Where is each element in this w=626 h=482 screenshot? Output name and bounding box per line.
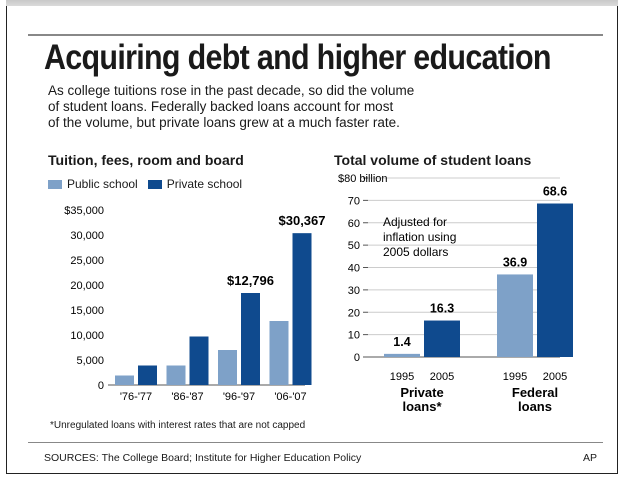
legend-swatch-private <box>147 179 162 189</box>
tuition-chart-title: Tuition, fees, room and board <box>48 152 244 168</box>
y-tick-label: 10,000 <box>70 330 104 342</box>
y-tick-label: 70 <box>348 195 360 207</box>
x-tick-label: '06-'07 <box>274 391 306 403</box>
y-tick-label: 10 <box>348 330 360 342</box>
bar-public <box>115 375 134 385</box>
x-tick-label: '96-'97 <box>223 391 255 403</box>
legend-label-public: Public school <box>67 177 138 191</box>
x-tick-label: '76-'77 <box>120 391 152 403</box>
bar-value-label: 16.3 <box>430 302 454 316</box>
loans-chart-title: Total volume of student loans <box>334 152 532 168</box>
group-label: Federal <box>512 385 558 400</box>
annotation-line: Adjusted for <box>383 215 447 229</box>
y-tick-label: 0 <box>354 352 360 364</box>
y-tick-label: 25,000 <box>70 255 104 267</box>
bar-value-label: $12,796 <box>227 273 274 288</box>
y-tick-label: 5,000 <box>76 355 104 367</box>
group-label: Private <box>400 385 443 400</box>
bar-public <box>166 365 186 385</box>
legend-item-private: Private school <box>147 177 243 191</box>
subtitle-line: of the volume, but private loans grew at… <box>48 115 400 130</box>
legend-swatch-public <box>48 179 62 189</box>
y-tick-label: 30,000 <box>70 230 104 242</box>
graphic-subtitle: As college tuitions rose in the past dec… <box>48 83 528 131</box>
legend-item-public: Public school <box>48 177 138 191</box>
group-label: loans <box>518 399 552 414</box>
x-tick-label: 2005 <box>543 371 567 383</box>
bar-private <box>189 336 209 385</box>
graphic-frame <box>6 6 618 474</box>
y-tick-label: 15,000 <box>70 305 104 317</box>
y-tick-label: 40 <box>348 263 360 275</box>
sources-line: SOURCES: The College Board; Institute fo… <box>44 452 362 464</box>
y-tick-label: 50 <box>348 240 360 252</box>
subtitle-line: of student loans. Federally backed loans… <box>48 99 394 114</box>
annotation-line: inflation using <box>383 230 456 244</box>
bar-1995 <box>384 353 420 357</box>
bar-value-label: 36.9 <box>503 255 527 269</box>
y-tick-label: 20,000 <box>70 280 104 292</box>
x-tick-label: 2005 <box>430 371 454 383</box>
bar-private <box>138 365 157 385</box>
y-tick-label: $35,000 <box>64 205 104 217</box>
y-tick-label: 30 <box>348 285 360 297</box>
x-tick-label: 1995 <box>503 371 527 383</box>
graphic-title: Acquiring debt and higher education <box>44 38 552 77</box>
bar-value-label: $30,367 <box>279 213 326 228</box>
x-tick-label: 1995 <box>390 371 414 383</box>
bar-private <box>292 233 312 385</box>
bar-public <box>269 321 289 385</box>
bar-1995 <box>497 274 533 357</box>
bar-2005 <box>537 203 573 357</box>
top-rule <box>28 34 603 36</box>
y-tick-label: 0 <box>98 380 104 392</box>
bar-public <box>218 350 237 385</box>
footnote: *Unregulated loans with interest rates t… <box>50 420 306 431</box>
bar-2005 <box>424 320 460 357</box>
bar-private <box>241 293 260 385</box>
group-label: loans* <box>402 399 442 414</box>
credit-ap: AP <box>583 452 598 464</box>
legend-label-private: Private school <box>166 177 243 191</box>
tuition-legend: Public school Private school <box>48 177 252 191</box>
y-tick-label: 20 <box>348 307 360 319</box>
graphic-border <box>6 6 618 474</box>
bar-value-label: 1.4 <box>393 335 410 349</box>
subtitle-line: As college tuitions rose in the past dec… <box>48 83 415 98</box>
y-tick-label: $80 billion <box>338 173 388 185</box>
bar-value-label: 68.6 <box>543 185 567 199</box>
sources-rule <box>28 442 603 443</box>
x-tick-label: '86-'87 <box>171 391 203 403</box>
y-tick-label: 60 <box>348 218 360 230</box>
annotation-line: 2005 dollars <box>383 245 448 259</box>
